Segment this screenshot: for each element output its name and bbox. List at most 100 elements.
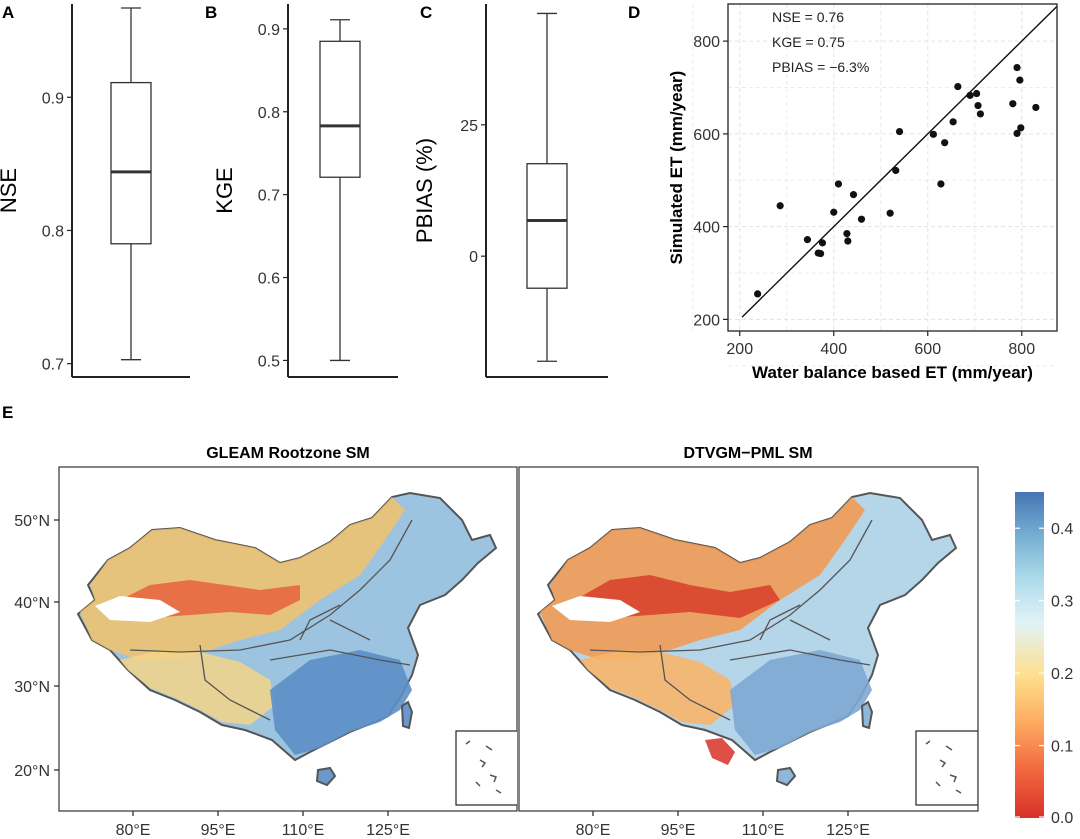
data-point — [966, 91, 974, 99]
panel-label-a: A — [2, 3, 14, 22]
lon-tick-label: 95°E — [661, 822, 696, 839]
panel-label-b: B — [205, 3, 217, 22]
y-tick-label: 0.9 — [42, 90, 64, 107]
y-tick-label: 800 — [693, 34, 720, 51]
lon-tick-label: 110°E — [742, 822, 785, 839]
inset-box-left — [455, 730, 517, 806]
y-tick-label: 0.6 — [258, 271, 280, 288]
lat-tick-label: 30°N — [14, 679, 50, 696]
inset-islands-right — [925, 740, 962, 794]
one-to-one-line — [741, 5, 1058, 318]
data-point — [754, 290, 762, 298]
taiwan-right — [860, 700, 874, 730]
colorbar-tick-label: 0.3 — [1051, 594, 1073, 611]
stat-annotation: PBIAS = −6.3% — [772, 59, 869, 75]
arid-zone-right — [540, 497, 865, 660]
iqr-box — [110, 81, 152, 245]
colorbar-tick-label: 0.4 — [1051, 521, 1073, 538]
colorbar-tick-label: 0.0 — [1051, 810, 1073, 827]
y-axis-label: Simulated ET (mm/year) — [667, 71, 686, 265]
inset-box-right — [915, 730, 978, 806]
data-point — [844, 237, 852, 245]
colorbar-tick-label: 0.2 — [1051, 666, 1073, 683]
inset-islands-left — [465, 740, 502, 794]
y-tick-label: 0.8 — [42, 223, 64, 240]
lon-tick-label: 110°E — [282, 822, 325, 839]
colorbar-tick-label: 0.1 — [1051, 739, 1073, 756]
stat-annotation: NSE = 0.76 — [772, 9, 844, 25]
map-title-left: GLEAM Rootzone SM — [206, 445, 370, 462]
lon-tick-label: 80°E — [576, 822, 611, 839]
colorbar-gradient — [1015, 492, 1044, 818]
x-tick-label: 600 — [914, 341, 941, 358]
region-borders-left — [129, 519, 413, 721]
y-axis-label: NSE — [0, 168, 21, 213]
data-point — [941, 139, 949, 147]
data-point — [886, 209, 894, 217]
panel-label-e: E — [2, 403, 13, 422]
data-point — [937, 180, 945, 188]
data-point — [830, 208, 838, 216]
y-axis-label: KGE — [212, 167, 237, 213]
data-point — [892, 166, 900, 175]
colorbar: 0.0 0.1 0.2 0.3 0.4 — [1015, 492, 1073, 827]
y-tick-label: 0.7 — [42, 357, 64, 374]
data-point — [1017, 124, 1025, 132]
iqr-box — [319, 40, 361, 178]
data-point — [776, 202, 784, 210]
lon-tick-label: 125°E — [826, 822, 870, 839]
data-point — [954, 82, 962, 91]
data-point — [1009, 100, 1017, 108]
lon-tick-label: 80°E — [116, 822, 151, 839]
arid-zone-left — [80, 497, 405, 660]
map-frame-right — [518, 466, 979, 812]
taiwan-left — [400, 700, 414, 730]
y-tick-label: 0.7 — [258, 188, 280, 205]
y-tick-label: 600 — [693, 127, 720, 144]
humid-south-right — [730, 650, 872, 755]
lon-tick-label: 95°E — [201, 822, 236, 839]
panel-label-d: D — [628, 3, 640, 22]
colorbar-ticks: 0.0 0.1 0.2 0.3 0.4 — [1015, 521, 1073, 827]
y-tick-label: 0.5 — [258, 353, 280, 370]
data-point — [1032, 103, 1040, 112]
hainan-right — [775, 766, 797, 787]
data-point — [857, 215, 866, 223]
map-title-right: DTVGM−PML SM — [683, 445, 812, 462]
nse-boxplot: 0.7 0.8 0.9 NSE — [0, 4, 190, 378]
data-point — [818, 239, 827, 247]
tibet-zone-right — [580, 650, 735, 725]
data-point — [803, 236, 812, 244]
region-borders-right — [589, 519, 873, 721]
data-point — [834, 180, 843, 188]
humid-south-left — [270, 650, 412, 755]
y-tick-label: 400 — [693, 220, 720, 237]
lat-tick-label: 20°N — [14, 763, 50, 780]
data-point — [974, 101, 982, 110]
white-patch-left — [95, 596, 180, 622]
data-point — [895, 127, 904, 136]
y-tick-label: 0 — [469, 249, 478, 266]
lon-tick-label: 125°E — [366, 822, 410, 839]
x-tick-label: 400 — [820, 341, 847, 358]
map-frame-left — [58, 466, 518, 812]
data-point — [1013, 63, 1021, 72]
map-panel-right: DTVGM−PML SM — [518, 445, 979, 812]
data-point — [929, 130, 937, 138]
yunnan-dry-right — [705, 738, 735, 765]
data-point — [816, 249, 825, 258]
map-panel-left: GLEAM Rootzone SM — [58, 445, 518, 812]
y-axis-label: PBIAS (%) — [412, 138, 437, 243]
pbias-boxplot: 0 25 PBIAS (%) — [412, 4, 608, 378]
y-tick-label: 0.8 — [258, 105, 280, 122]
lat-tick-label: 40°N — [14, 595, 50, 612]
y-tick-label: 200 — [693, 312, 720, 329]
y-tick-label: 0.9 — [258, 22, 280, 39]
stat-annotation: KGE = 0.75 — [772, 34, 845, 50]
data-point — [1016, 76, 1024, 84]
data-point — [949, 118, 957, 126]
x-tick-label: 800 — [1008, 341, 1035, 358]
map-axes: 20°N 30°N 40°N 50°N 80°E 95°E 110°E 125°E 80°E 95… — [14, 513, 870, 839]
lat-tick-label: 50°N — [14, 513, 50, 530]
